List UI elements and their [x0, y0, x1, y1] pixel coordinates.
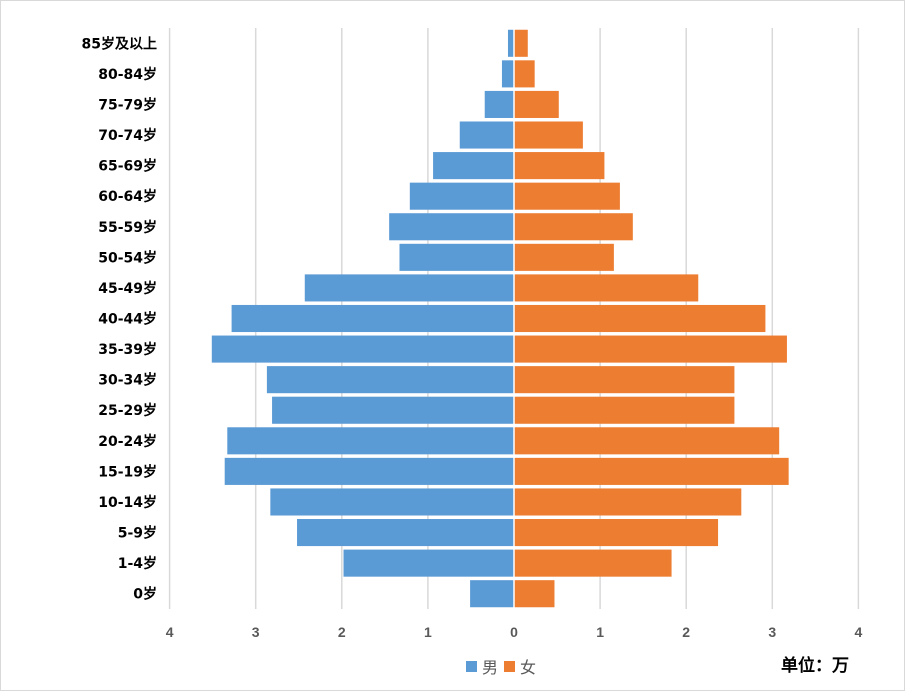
- bar-male: [507, 29, 514, 57]
- bar-female: [514, 60, 535, 88]
- bar-female: [514, 121, 583, 149]
- y-category-label: 0岁: [133, 586, 157, 603]
- bar-female: [514, 213, 633, 241]
- bar-female: [514, 274, 699, 302]
- y-category-label: 15-19岁: [98, 463, 157, 480]
- legend-label-male: 男: [482, 658, 499, 677]
- bar-male: [231, 304, 515, 333]
- bar-female: [514, 457, 789, 485]
- x-tick-label: 1: [424, 624, 432, 640]
- bar-female: [514, 90, 559, 118]
- y-category-label: 55-59岁: [98, 219, 157, 236]
- y-category-label: 10-14岁: [98, 494, 157, 511]
- bar-male: [501, 60, 514, 88]
- x-tick-label: 1: [596, 624, 604, 640]
- bar-male: [470, 580, 514, 608]
- x-tick-label: 3: [768, 624, 776, 640]
- bar-male: [266, 366, 514, 394]
- bar-male: [304, 274, 514, 302]
- bar-female: [514, 580, 555, 608]
- y-category-label: 65-69岁: [98, 158, 157, 175]
- bar-male: [224, 457, 515, 485]
- y-category-label: 85岁及以上: [82, 35, 157, 52]
- legend-swatch-female: [504, 660, 516, 672]
- bar-female: [514, 427, 780, 455]
- x-tick-label: 0: [510, 624, 518, 640]
- bar-male: [343, 549, 514, 577]
- bar-female: [514, 243, 614, 271]
- bar-female: [514, 488, 742, 516]
- bar-female: [514, 152, 605, 180]
- bar-female: [514, 366, 735, 394]
- bar-female: [514, 304, 766, 333]
- bar-female: [514, 549, 672, 577]
- legend-swatch-male: [466, 660, 477, 672]
- y-category-label: 70-74岁: [98, 127, 157, 144]
- bar-male: [389, 213, 514, 241]
- bar-female: [514, 29, 528, 57]
- bar-male: [227, 427, 515, 455]
- bar-male: [399, 243, 514, 271]
- y-category-label: 40-44岁: [98, 311, 157, 328]
- x-tick-label: 4: [166, 624, 174, 640]
- legend-label-female: 女: [520, 658, 537, 677]
- y-category-label: 50-54岁: [98, 249, 157, 266]
- bar-male: [433, 152, 514, 180]
- bar-female: [514, 335, 787, 363]
- bar-male: [459, 121, 514, 149]
- y-category-label: 45-49岁: [98, 280, 157, 297]
- x-tick-label: 2: [682, 624, 690, 640]
- x-tick-label: 3: [252, 624, 260, 640]
- y-category-label: 60-64岁: [98, 188, 157, 205]
- bar-male: [484, 90, 514, 118]
- bar-male: [211, 335, 514, 363]
- y-category-label: 75-79岁: [98, 96, 157, 113]
- bar-male: [409, 182, 514, 210]
- y-category-label: 20-24岁: [98, 433, 157, 450]
- legend: 男 女: [466, 654, 536, 678]
- y-category-label: 25-29岁: [98, 402, 157, 419]
- bar-female: [514, 182, 620, 210]
- bar-female: [514, 519, 719, 547]
- bar-female: [514, 396, 735, 424]
- x-tick-label: 2: [338, 624, 346, 640]
- y-category-label: 30-34岁: [98, 372, 157, 389]
- unit-label: 单位：万: [781, 656, 849, 676]
- bar-male: [297, 519, 514, 547]
- bar-male: [272, 396, 514, 424]
- bar-male: [270, 488, 514, 516]
- y-category-label: 35-39岁: [98, 341, 157, 358]
- y-category-label: 1-4岁: [118, 555, 157, 572]
- y-category-label: 80-84岁: [98, 66, 157, 83]
- y-category-label: 5-9岁: [118, 525, 157, 542]
- x-tick-label: 4: [855, 624, 863, 640]
